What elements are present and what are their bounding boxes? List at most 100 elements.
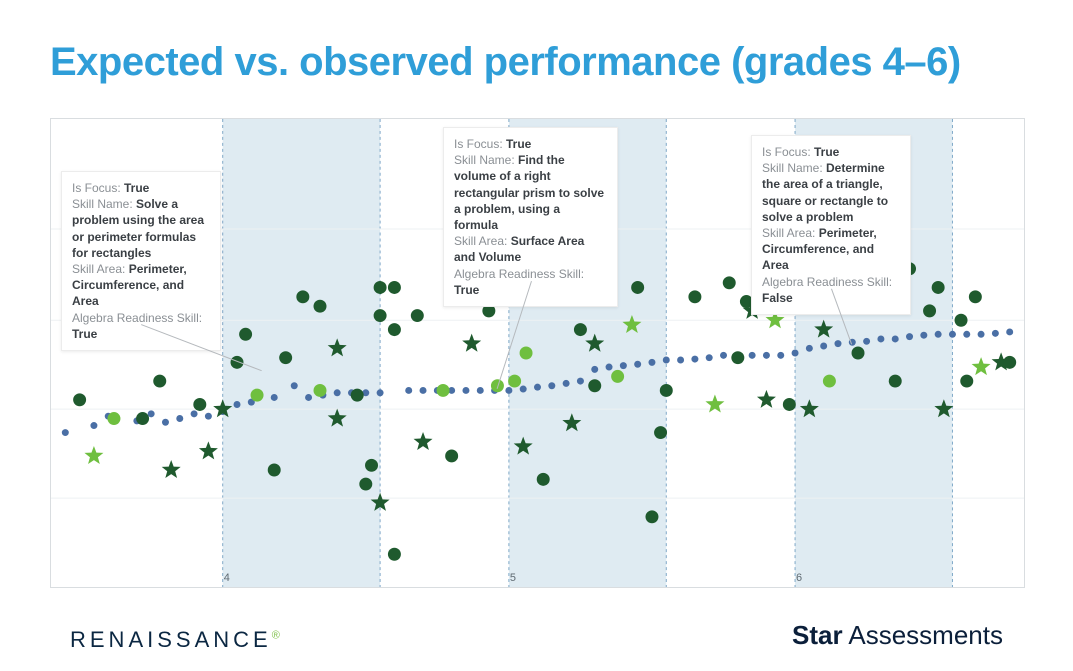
expected-marker[interactable]: [648, 359, 655, 366]
observed-marker-circle[interactable]: [351, 389, 364, 402]
observed-marker-circle[interactable]: [374, 309, 387, 322]
observed-marker-circle[interactable]: [279, 351, 292, 364]
observed-marker-star[interactable]: [84, 446, 103, 464]
observed-marker-circle[interactable]: [611, 370, 624, 383]
observed-marker-circle[interactable]: [660, 384, 673, 397]
observed-marker-circle[interactable]: [73, 393, 86, 406]
observed-marker-circle[interactable]: [388, 548, 401, 561]
observed-marker-circle[interactable]: [823, 375, 836, 388]
expected-marker[interactable]: [706, 354, 713, 361]
observed-marker-circle[interactable]: [783, 398, 796, 411]
observed-marker-circle[interactable]: [923, 304, 936, 317]
observed-marker-star[interactable]: [757, 390, 776, 408]
observed-marker-circle[interactable]: [314, 384, 327, 397]
observed-marker-star[interactable]: [162, 460, 181, 478]
expected-marker[interactable]: [291, 382, 298, 389]
observed-marker-circle[interactable]: [365, 459, 378, 472]
observed-marker-star[interactable]: [705, 395, 724, 413]
observed-marker-circle[interactable]: [136, 412, 149, 425]
expected-marker[interactable]: [1006, 328, 1013, 335]
expected-marker[interactable]: [892, 335, 899, 342]
observed-marker-circle[interactable]: [193, 398, 206, 411]
observed-marker-circle[interactable]: [251, 389, 264, 402]
expected-marker[interactable]: [749, 352, 756, 359]
observed-marker-circle[interactable]: [574, 323, 587, 336]
expected-marker[interactable]: [820, 342, 827, 349]
observed-marker-circle[interactable]: [723, 276, 736, 289]
expected-marker[interactable]: [763, 352, 770, 359]
expected-marker[interactable]: [62, 429, 69, 436]
observed-marker-circle[interactable]: [654, 426, 667, 439]
observed-marker-circle[interactable]: [153, 375, 166, 388]
expected-marker[interactable]: [877, 335, 884, 342]
expected-marker[interactable]: [949, 331, 956, 338]
observed-marker-circle[interactable]: [688, 290, 701, 303]
expected-marker[interactable]: [205, 413, 212, 420]
expected-marker[interactable]: [462, 387, 469, 394]
expected-marker[interactable]: [534, 384, 541, 391]
expected-marker[interactable]: [920, 332, 927, 339]
observed-marker-circle[interactable]: [537, 473, 550, 486]
expected-marker[interactable]: [935, 331, 942, 338]
expected-marker[interactable]: [834, 340, 841, 347]
observed-marker-circle[interactable]: [508, 375, 521, 388]
observed-marker-circle[interactable]: [731, 351, 744, 364]
expected-marker[interactable]: [677, 357, 684, 364]
expected-marker[interactable]: [191, 410, 198, 417]
observed-marker-star[interactable]: [414, 432, 433, 450]
observed-marker-circle[interactable]: [268, 464, 281, 477]
observed-marker-circle[interactable]: [969, 290, 982, 303]
expected-marker[interactable]: [305, 394, 312, 401]
expected-marker[interactable]: [777, 352, 784, 359]
expected-marker[interactable]: [720, 352, 727, 359]
observed-marker-circle[interactable]: [437, 384, 450, 397]
expected-marker[interactable]: [548, 382, 555, 389]
expected-marker[interactable]: [663, 357, 670, 364]
observed-marker-circle[interactable]: [932, 281, 945, 294]
expected-marker[interactable]: [420, 387, 427, 394]
expected-marker[interactable]: [563, 380, 570, 387]
observed-marker-circle[interactable]: [520, 347, 533, 360]
observed-marker-circle[interactable]: [107, 412, 120, 425]
observed-marker-circle[interactable]: [296, 290, 309, 303]
observed-marker-circle[interactable]: [631, 281, 644, 294]
observed-marker-circle[interactable]: [1003, 356, 1016, 369]
observed-marker-circle[interactable]: [374, 281, 387, 294]
observed-marker-circle[interactable]: [239, 328, 252, 341]
observed-marker-circle[interactable]: [314, 300, 327, 313]
expected-marker[interactable]: [978, 331, 985, 338]
expected-marker[interactable]: [863, 338, 870, 345]
expected-marker[interactable]: [148, 410, 155, 417]
expected-marker[interactable]: [992, 330, 999, 337]
observed-marker-star[interactable]: [199, 441, 218, 459]
expected-marker[interactable]: [691, 356, 698, 363]
observed-marker-circle[interactable]: [445, 449, 458, 462]
observed-marker-star[interactable]: [972, 357, 991, 375]
expected-marker[interactable]: [634, 361, 641, 368]
expected-marker[interactable]: [505, 387, 512, 394]
expected-marker[interactable]: [591, 366, 598, 373]
observed-marker-circle[interactable]: [359, 478, 372, 491]
observed-marker-circle[interactable]: [388, 281, 401, 294]
expected-marker[interactable]: [162, 419, 169, 426]
observed-marker-circle[interactable]: [645, 510, 658, 523]
expected-marker[interactable]: [963, 331, 970, 338]
expected-marker[interactable]: [792, 350, 799, 357]
expected-marker[interactable]: [620, 362, 627, 369]
expected-marker[interactable]: [234, 401, 241, 408]
expected-marker[interactable]: [90, 422, 97, 429]
observed-marker-circle[interactable]: [852, 347, 865, 360]
expected-marker[interactable]: [477, 387, 484, 394]
observed-marker-circle[interactable]: [411, 309, 424, 322]
observed-marker-circle[interactable]: [960, 375, 973, 388]
expected-marker[interactable]: [806, 345, 813, 352]
expected-marker[interactable]: [176, 415, 183, 422]
expected-marker[interactable]: [377, 389, 384, 396]
observed-marker-circle[interactable]: [588, 379, 601, 392]
observed-marker-circle[interactable]: [955, 314, 968, 327]
expected-marker[interactable]: [520, 386, 527, 393]
expected-marker[interactable]: [906, 333, 913, 340]
expected-marker[interactable]: [606, 364, 613, 371]
expected-marker[interactable]: [334, 389, 341, 396]
expected-marker[interactable]: [271, 394, 278, 401]
